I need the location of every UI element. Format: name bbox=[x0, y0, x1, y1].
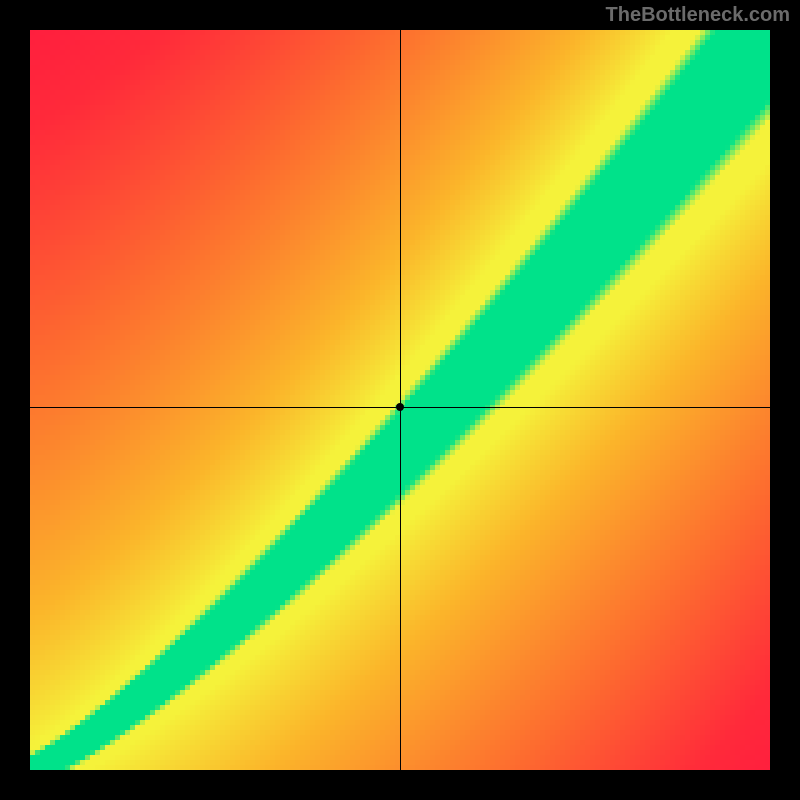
watermark-text: TheBottleneck.com bbox=[606, 4, 790, 27]
chart-container: TheBottleneck.com bbox=[0, 0, 800, 800]
crosshair-vertical bbox=[400, 30, 401, 770]
